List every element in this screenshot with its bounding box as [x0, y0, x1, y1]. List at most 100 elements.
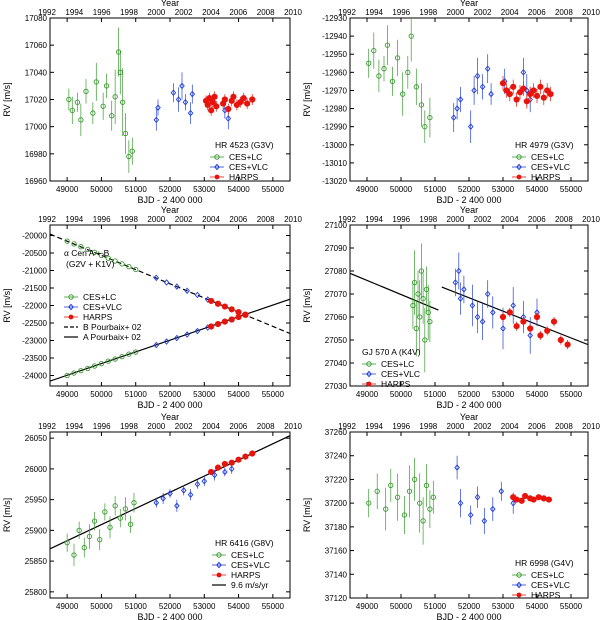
- data-point-lc: [93, 79, 99, 85]
- data-point-lc: [112, 503, 118, 509]
- panel-subtitle: (G2V + K1V): [66, 259, 115, 269]
- data-point-lc: [430, 494, 436, 500]
- data-point-harps: [208, 323, 215, 330]
- data-point-lc: [98, 252, 105, 259]
- y-tick-label: 17080: [25, 14, 48, 23]
- data-point-vlc: [182, 98, 189, 106]
- y-tick-label: 26000: [25, 465, 48, 474]
- y-tick-label: 27100: [325, 221, 348, 230]
- fit-line-1: [441, 286, 588, 346]
- data-point-vlc: [174, 334, 180, 342]
- year-tick-label: 1996: [392, 422, 410, 431]
- x-tick-label: 50000: [390, 390, 413, 399]
- y-tick-label: 37140: [325, 570, 348, 579]
- data-point-vlc: [153, 341, 160, 349]
- legend-symbol: [512, 592, 526, 598]
- x-tick-label: 54000: [526, 602, 549, 611]
- data-point-vlc: [167, 490, 173, 497]
- data-point-harps: [221, 460, 228, 468]
- legend-symbol: [512, 154, 526, 160]
- legend-marker-vlc: [68, 303, 74, 311]
- data-point-vlc: [527, 332, 533, 339]
- data-point-harps: [213, 103, 220, 110]
- legend-label: HARPS: [229, 172, 259, 182]
- legend-label: HARPS: [83, 312, 113, 322]
- y-axis-label: RV [m/s]: [302, 288, 312, 322]
- x-tick-label: 51000: [424, 390, 447, 399]
- x-tick-label: 54000: [526, 185, 549, 194]
- data-point-harps: [544, 327, 551, 334]
- data-point-harps: [535, 494, 542, 501]
- data-point-lc: [133, 266, 139, 273]
- data-point-lc: [64, 540, 70, 546]
- data-point-lc: [78, 244, 84, 250]
- legend-label: CES+VLC: [531, 162, 570, 172]
- data-point-vlc: [163, 279, 170, 286]
- data-point-vlc: [469, 302, 476, 309]
- data-point-harps: [221, 318, 228, 325]
- data-point-lc: [408, 33, 414, 39]
- data-point-lc: [376, 73, 382, 79]
- data-point-vlc: [189, 90, 196, 98]
- panel-title: HR 6416 (G8V): [215, 538, 274, 548]
- data-point-harps: [221, 303, 228, 310]
- data-point-harps: [221, 96, 228, 103]
- data-point-vlc: [510, 499, 516, 507]
- y-tick-label: -12950: [322, 50, 347, 59]
- x-tick-label: 49000: [56, 602, 79, 611]
- x-tick-label: 53000: [193, 602, 216, 611]
- data-point-harps: [225, 105, 232, 113]
- data-point-vlc: [175, 96, 182, 103]
- panel-1: 49000 50000 51000 52000 53000 54000 55000 1992 1…: [302, 0, 600, 205]
- data-point-harps: [499, 80, 507, 87]
- data-point-lc: [71, 370, 77, 376]
- data-point-lc: [423, 286, 430, 293]
- data-point-vlc: [474, 72, 481, 80]
- year-tick-label: 1996: [93, 215, 111, 224]
- year-tick-label: 1998: [120, 422, 138, 431]
- data-point-harps: [228, 459, 235, 466]
- panel-4: 49000 50000 51000 52000 53000 54000 55000 1992 1…: [2, 412, 302, 620]
- data-point-lc: [413, 84, 419, 90]
- year-tick-label: 1992: [338, 422, 356, 431]
- x-tick-label: 53000: [193, 390, 216, 399]
- data-point-lc: [91, 363, 98, 369]
- year-tick-label: 2010: [284, 215, 302, 224]
- data-point-lc: [83, 88, 89, 95]
- legend-marker-lc: [516, 154, 522, 160]
- x-tick-label: 53000: [193, 185, 216, 194]
- legend-symbol: [210, 163, 224, 171]
- legend-label: HARPS: [231, 570, 261, 580]
- plot-area: [350, 243, 588, 373]
- data-point-lc: [119, 353, 125, 360]
- data-point-lc: [418, 268, 425, 274]
- data-point-lc: [415, 291, 421, 297]
- x-tick-label: 55000: [560, 602, 583, 611]
- y-tick-label: 37180: [325, 523, 348, 532]
- year-tick-label: 2006: [528, 422, 546, 431]
- data-point-harps: [503, 87, 510, 94]
- plot-area: [50, 233, 290, 382]
- y-axis-label: RV [m/s]: [302, 82, 312, 116]
- data-point-harps: [530, 87, 537, 94]
- data-point-harps: [516, 89, 524, 96]
- year-tick-label: 2002: [175, 8, 193, 17]
- x-tick-label: 50000: [90, 602, 113, 611]
- data-point-lc: [69, 107, 75, 114]
- data-point-lc: [422, 337, 428, 343]
- data-point-harps: [513, 496, 520, 503]
- year-tick-label: 1998: [419, 8, 437, 17]
- y-tick-label: 17000: [25, 123, 48, 132]
- panel-2: 49000 50000 51000 52000 53000 54000 55000 1992 1…: [2, 205, 302, 410]
- legend-label: CES+VLC: [531, 580, 570, 590]
- data-point-lc: [410, 302, 416, 309]
- legend-label: B Pourbaix+ 02: [83, 322, 142, 332]
- data-point-vlc: [498, 487, 505, 495]
- data-point-lc: [411, 476, 418, 483]
- data-point-vlc: [456, 267, 462, 275]
- data-point-lc: [91, 518, 98, 524]
- x-tick-label: 49000: [356, 602, 379, 611]
- data-point-harps: [513, 96, 520, 103]
- x-tick-label: 53000: [492, 185, 515, 194]
- data-point-lc: [126, 263, 132, 270]
